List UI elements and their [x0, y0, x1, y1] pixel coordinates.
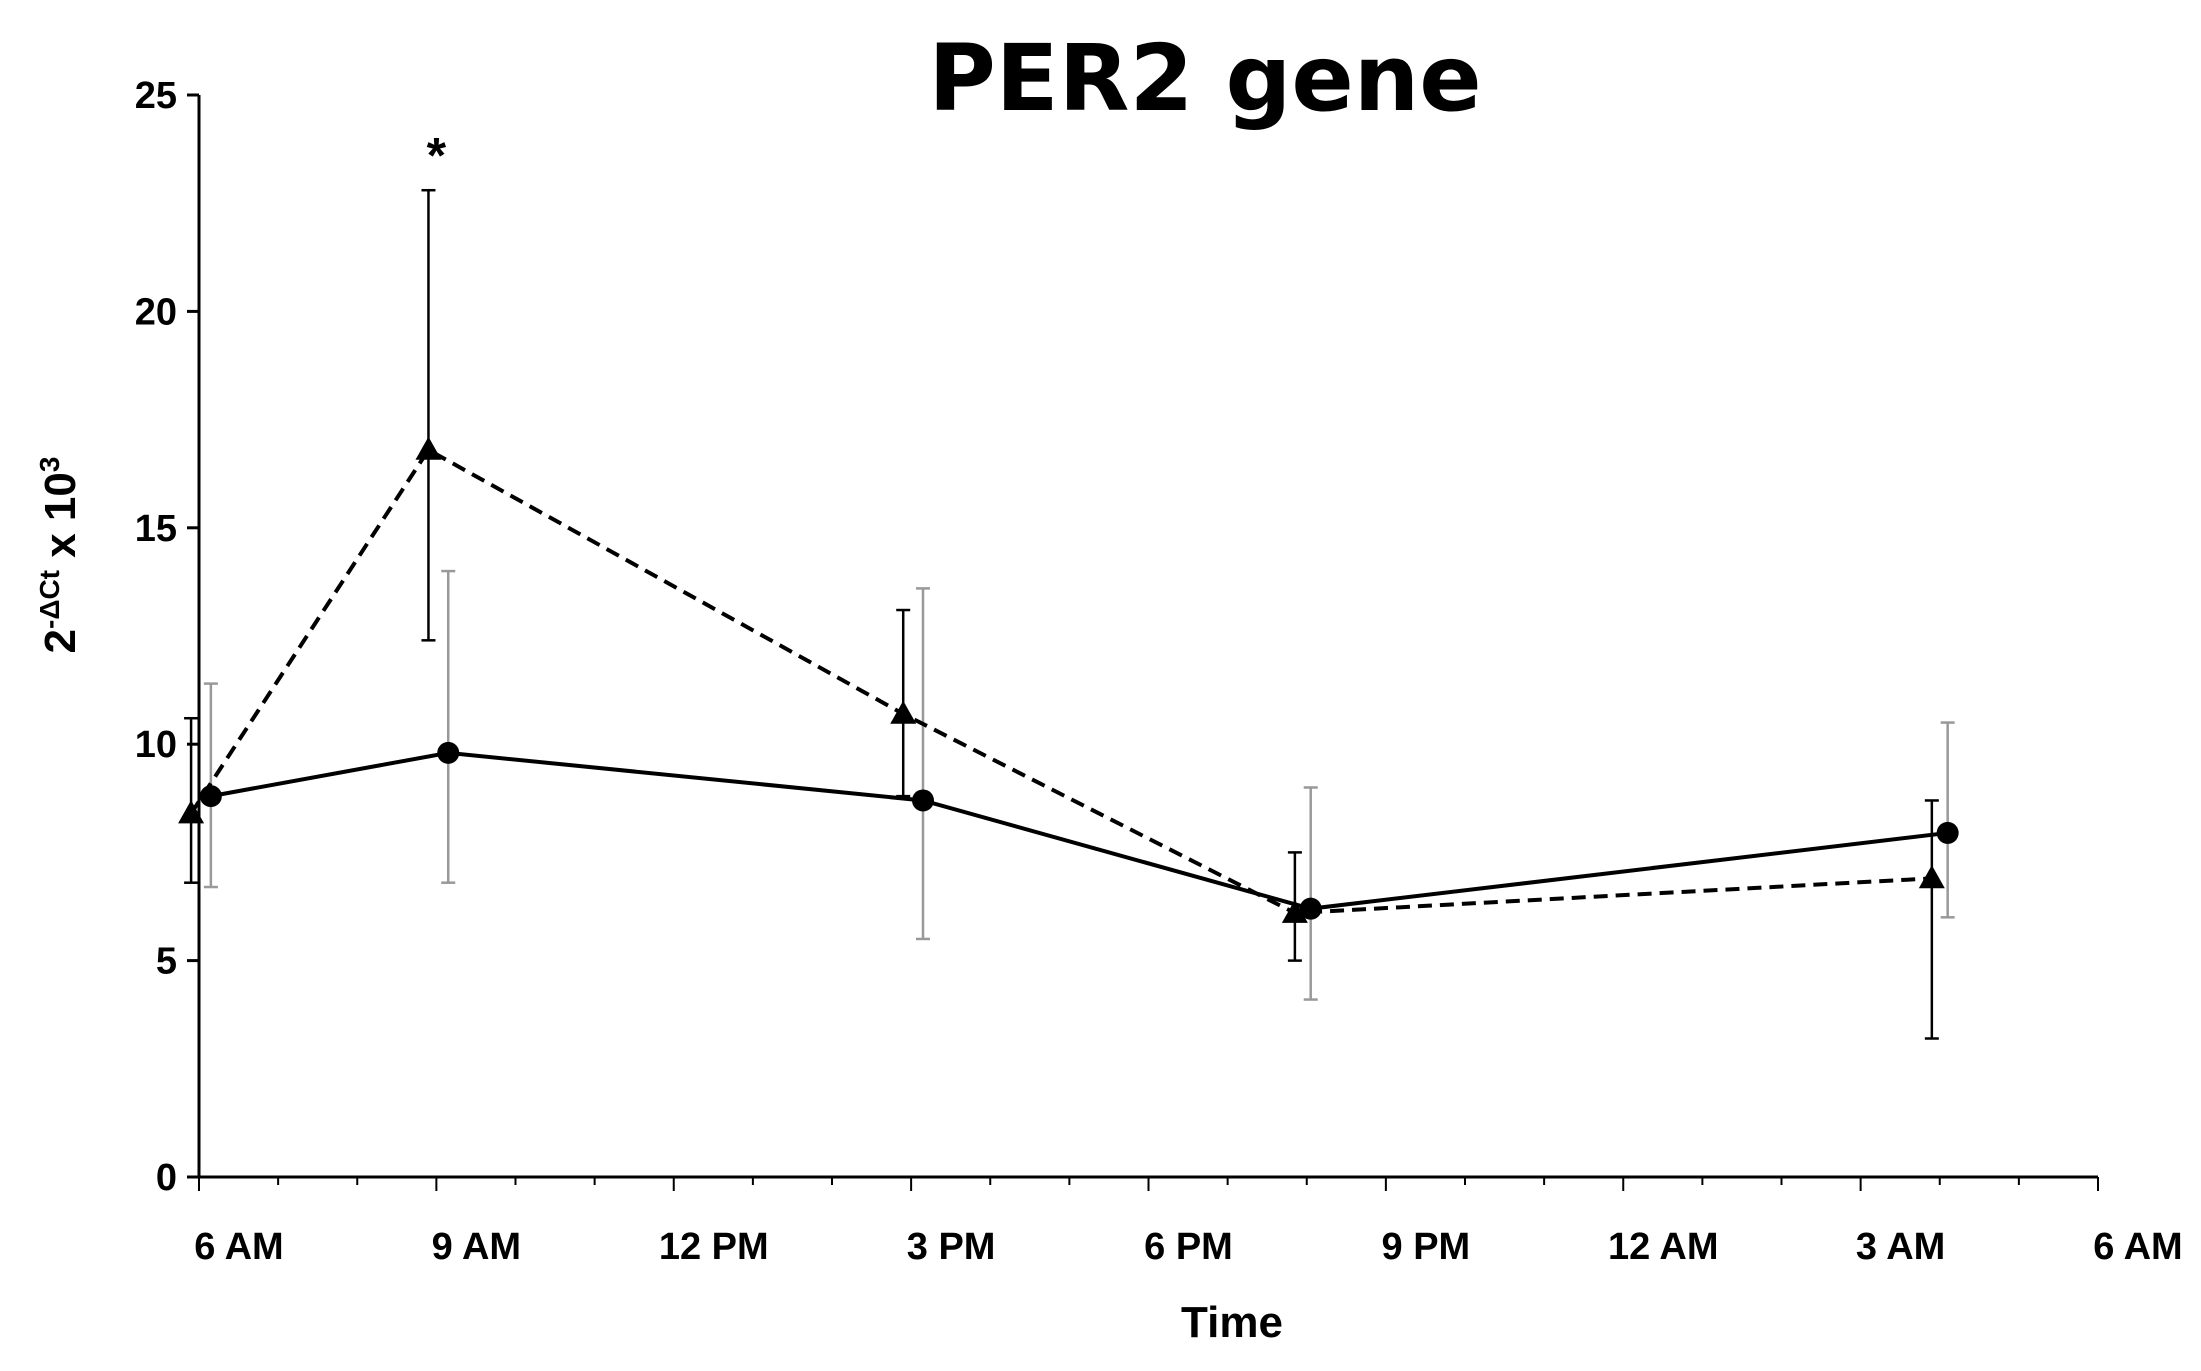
x-tick-label: 12 AM [1608, 1226, 1719, 1268]
x-tick-label: 9 AM [432, 1226, 521, 1268]
circle-marker [199, 785, 222, 808]
triangle-marker [1281, 899, 1308, 923]
y-axis-label-sup2: 3 [34, 457, 65, 473]
series-line-triangle-dashed [189, 447, 1932, 916]
markers [178, 436, 1959, 923]
error-bars [184, 188, 1955, 1040]
triangle-marker [415, 436, 442, 460]
annotations: * [427, 128, 447, 184]
y-tick-label: 0 [156, 1157, 177, 1199]
y-axis-label-base: 2 [36, 629, 85, 653]
y-axis-label: 2-ΔCt x 103 [34, 457, 85, 654]
chart-title: PER2 gene [928, 25, 1481, 132]
x-tick-label: 3 AM [1856, 1226, 1945, 1268]
x-tick-label: 6 PM [1144, 1226, 1233, 1268]
triangle-marker [178, 800, 205, 824]
circle-marker [437, 741, 460, 764]
significance-asterisk: * [427, 128, 447, 184]
x-axis-label: Time [1181, 1298, 1283, 1347]
circle-marker [1936, 821, 1959, 844]
y-tick-label: 10 [135, 724, 177, 766]
y-tick-label: 20 [135, 291, 177, 333]
x-tick-label: 6 AM [2093, 1226, 2182, 1268]
x-tick-label: 3 PM [907, 1226, 996, 1268]
circle-marker [1299, 897, 1322, 920]
y-axis-label-sup1: -ΔCt [34, 570, 65, 629]
y-ticks: 0 5 10 15 20 25 [135, 75, 199, 1199]
x-tick-label: 6 AM [194, 1226, 283, 1268]
x-ticks: 6 AM 9 AM 12 PM 3 PM 6 PM 9 PM 12 AM 3 AM 6 AM [194, 1177, 2183, 1268]
y-axis-label-mid: x 10 [36, 472, 85, 570]
x-tick-label: 9 PM [1382, 1226, 1471, 1268]
triangle-marker [1918, 865, 1945, 889]
y-tick-label: 5 [156, 941, 177, 983]
series-lines [189, 447, 1948, 916]
y-tick-label: 15 [135, 508, 177, 550]
circle-marker [911, 789, 934, 812]
triangle-marker [890, 700, 917, 724]
x-tick-label: 12 PM [659, 1226, 769, 1268]
series-line-circle-solid [210, 750, 1948, 911]
y-tick-label: 25 [135, 75, 177, 117]
